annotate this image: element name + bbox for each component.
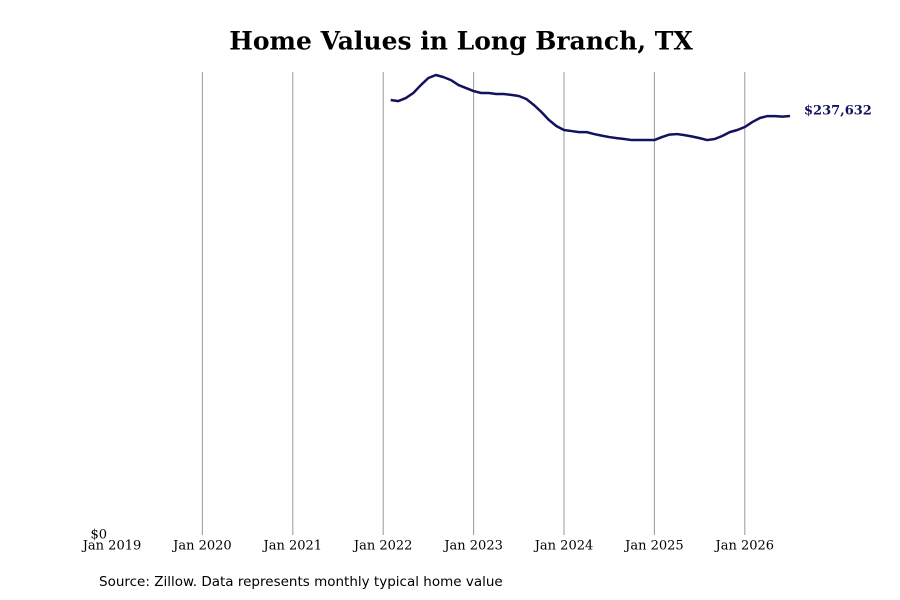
x-tick-label: Jan 2020 bbox=[171, 539, 232, 554]
line-series bbox=[390, 73, 791, 142]
x-tick-label: Jan 2022 bbox=[352, 539, 413, 554]
x-tick-label: Jan 2019 bbox=[81, 539, 142, 554]
x-tick-label: Jan 2026 bbox=[714, 539, 775, 554]
chart-title: Home Values in Long Branch, TX bbox=[229, 27, 693, 56]
data-label: $237,632 bbox=[804, 104, 872, 119]
x-tick-label: Jan 2025 bbox=[623, 539, 684, 554]
y-tick-label: $0 bbox=[90, 528, 107, 543]
source-note: Source: Zillow. Data represents monthly … bbox=[99, 574, 503, 590]
x-tick-label: Jan 2024 bbox=[533, 539, 594, 554]
x-tick-label: Jan 2023 bbox=[442, 539, 503, 554]
x-tick-label: Jan 2021 bbox=[262, 539, 323, 554]
